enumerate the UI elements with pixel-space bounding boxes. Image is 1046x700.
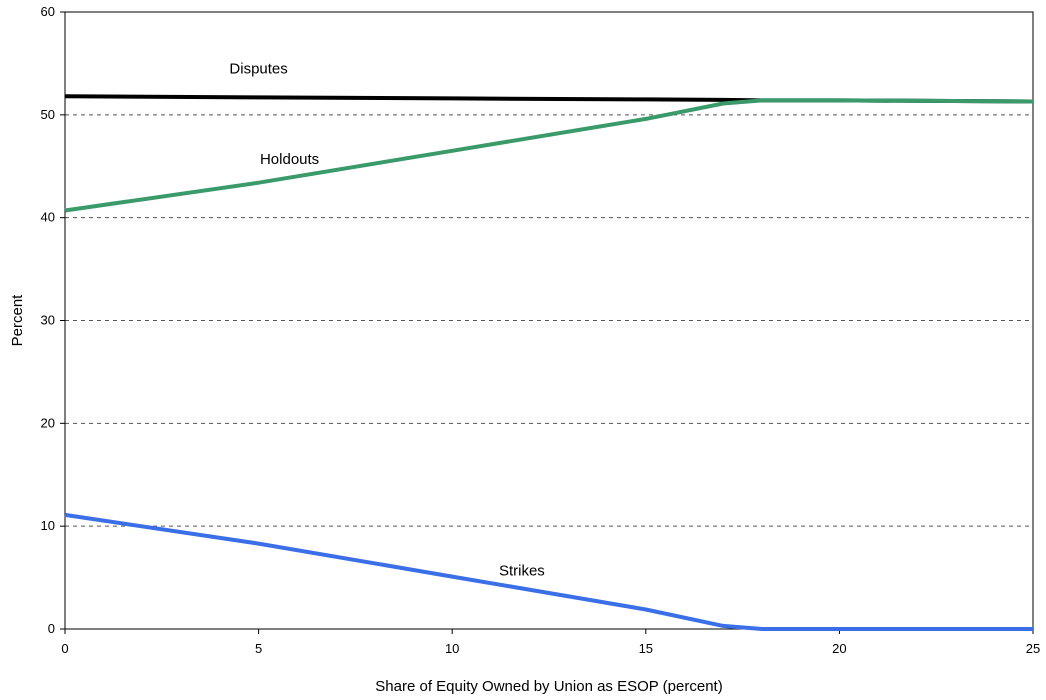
y-tick-label-50: 50 [41, 107, 55, 122]
x-tick-label-5: 5 [255, 641, 262, 656]
y-tick-label-0: 0 [48, 621, 55, 636]
series-lines [64, 94, 1034, 631]
x-axis-title: Share of Equity Owned by Union as ESOP (… [375, 678, 722, 695]
x-tick-label-15: 15 [639, 641, 653, 656]
x-tick-label-20: 20 [832, 641, 846, 656]
gridlines [65, 114, 1033, 527]
y-axis-title: Percent [9, 294, 26, 347]
x-tick-label-10: 10 [445, 641, 459, 656]
annotation-disputes: Disputes [229, 61, 287, 78]
x-tick-label-0: 0 [61, 641, 68, 656]
y-tick-label-40: 40 [41, 210, 55, 225]
x-tick-label-25: 25 [1026, 641, 1040, 656]
annotation-holdouts: Holdouts [260, 151, 319, 168]
series-line-holdouts [64, 98, 1034, 213]
y-tick-label-30: 30 [41, 313, 55, 328]
series-annotations: Disputes Holdouts Strikes [229, 61, 544, 580]
annotation-strikes: Strikes [499, 563, 545, 580]
series-line-strikes [64, 512, 1033, 631]
axes: 0 10 20 30 40 50 60 0 5 10 15 20 25 [41, 4, 1041, 656]
y-tick-label-10: 10 [41, 518, 55, 533]
y-tick-label-20: 20 [41, 415, 55, 430]
y-tick-label-60: 60 [41, 4, 55, 19]
